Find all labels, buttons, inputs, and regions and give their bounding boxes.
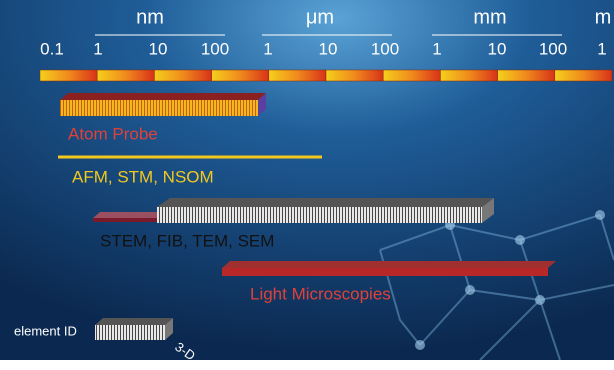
- technique-label: Atom Probe: [68, 124, 158, 143]
- unit-label: mm: [473, 6, 506, 28]
- scale-label: 100: [371, 39, 399, 58]
- atom-probe-bar: [60, 93, 266, 116]
- scale-diagram: nmμmmmm 0.11101001101001101001 Atom Prob…: [0, 0, 614, 370]
- color-segment: [498, 70, 555, 81]
- color-segment: [440, 70, 497, 81]
- color-segment: [383, 70, 440, 81]
- technique-label: AFM, STM, NSOM: [72, 167, 214, 186]
- scale-label: 1: [263, 39, 272, 58]
- color-segment: [40, 70, 97, 81]
- scale-label: 1: [93, 39, 102, 58]
- color-segment: [326, 70, 383, 81]
- unit-label: nm: [136, 6, 164, 28]
- legend-element-id: element ID: [14, 323, 77, 338]
- scale-label: 1: [597, 39, 606, 58]
- color-segment: [97, 70, 154, 81]
- color-segment: [154, 70, 211, 81]
- legend-3d-bar: [95, 318, 173, 340]
- light-bar: [222, 261, 556, 276]
- technique-label: Light Microscopies: [250, 284, 391, 303]
- scale-label: 0.1: [40, 39, 64, 58]
- unit-label: μm: [306, 6, 334, 28]
- technique-label: STEM, FIB, TEM, SEM: [100, 231, 274, 250]
- color-segment: [212, 70, 269, 81]
- bottom-strip: [0, 360, 614, 370]
- unit-label: m: [595, 6, 612, 28]
- scale-label: 10: [149, 39, 168, 58]
- scale-label: 100: [539, 39, 567, 58]
- scale-label: 100: [201, 39, 229, 58]
- color-bar: [40, 70, 612, 81]
- color-segment: [269, 70, 326, 81]
- color-segment: [555, 70, 612, 81]
- scale-label: 1: [432, 39, 441, 58]
- scale-label: 10: [488, 39, 507, 58]
- scale-label: 10: [319, 39, 338, 58]
